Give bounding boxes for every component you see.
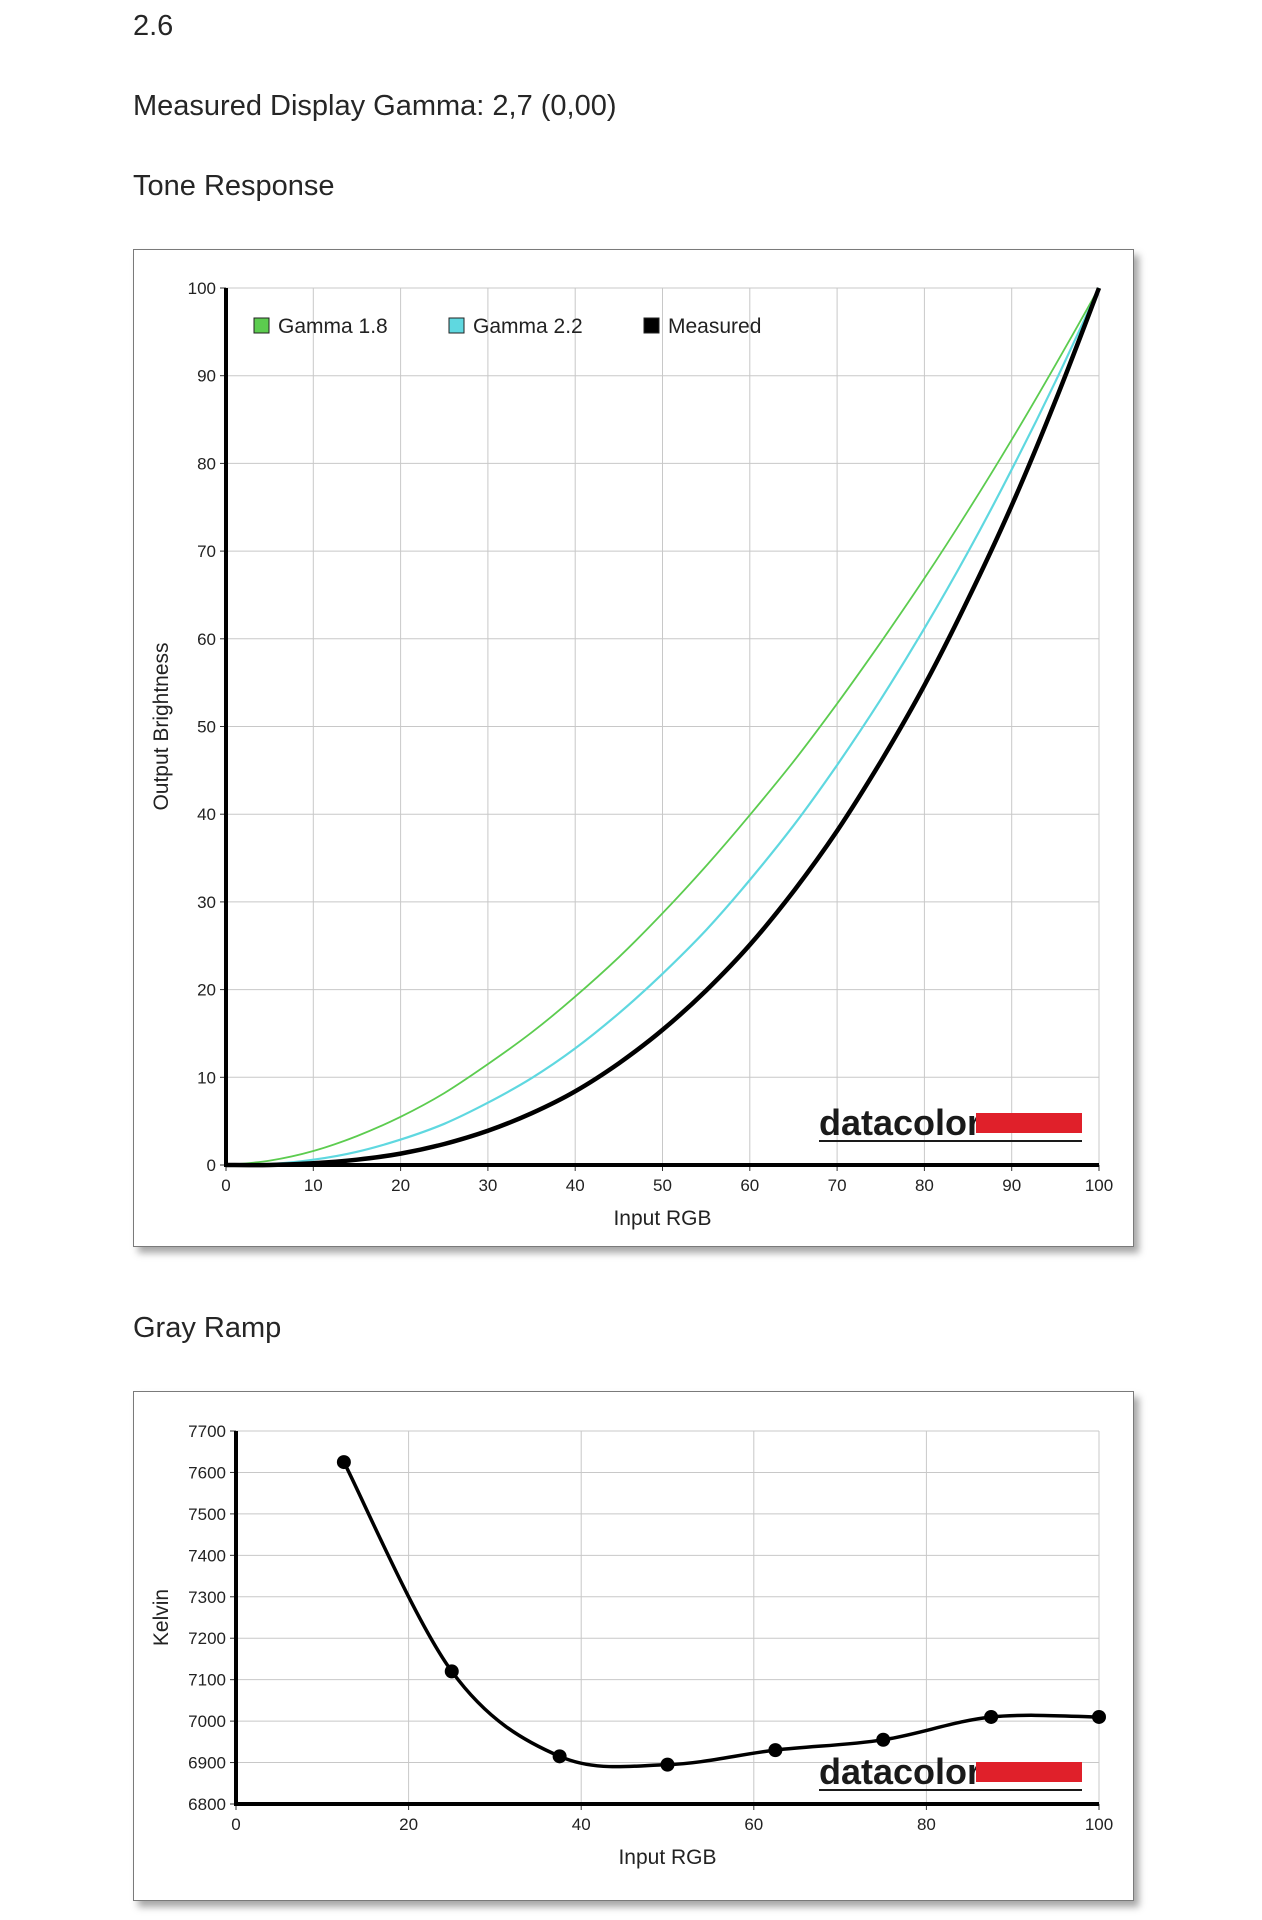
y-tick-label: 40 <box>197 805 216 824</box>
y-tick-label: 0 <box>207 1156 216 1175</box>
y-axis-title: Output Brightness <box>150 642 173 810</box>
data-point <box>552 1749 567 1764</box>
gray-ramp-plot: 0 20 40 60 80 100 6800 6900 7000 7100 7200 7300 7400… <box>150 1422 1113 1869</box>
y-tick-label: 7000 <box>188 1712 226 1731</box>
y-tick-label: 10 <box>197 1068 216 1087</box>
legend-swatch <box>448 317 465 334</box>
x-tick-label: 60 <box>740 1176 759 1195</box>
version-label: 2.6 <box>133 10 174 42</box>
y-tick-label: 7700 <box>188 1422 226 1441</box>
data-point <box>444 1664 459 1679</box>
data-point <box>768 1743 783 1758</box>
x-tick-label: 70 <box>828 1176 847 1195</box>
legend-swatch <box>253 317 270 334</box>
data-point <box>984 1709 999 1724</box>
y-tick-label: 7500 <box>188 1505 226 1524</box>
x-tick-label: 60 <box>744 1815 763 1834</box>
y-tick-label: 6800 <box>188 1795 226 1814</box>
y-tick-label: 7200 <box>188 1629 226 1648</box>
x-tick-label: 50 <box>653 1176 672 1195</box>
y-tick-label: 20 <box>197 981 216 1000</box>
x-tick-label: 30 <box>478 1176 497 1195</box>
x-tick-label: 20 <box>399 1815 418 1834</box>
x-tick-label: 40 <box>566 1176 585 1195</box>
gamma-1-8-line <box>225 287 1100 1166</box>
x-tick-label: 40 <box>572 1815 591 1834</box>
y-tick-label: 7600 <box>188 1463 226 1482</box>
gamma-2-2-line <box>225 287 1100 1167</box>
gray-ramp-chart: 0 20 40 60 80 100 6800 6900 7000 7100 7200 7300 7400… <box>133 1391 1134 1901</box>
data-point <box>336 1455 351 1470</box>
x-tick-label: 80 <box>917 1815 936 1834</box>
x-tick-label: 80 <box>915 1176 934 1195</box>
datacolor-logo-text: datacolor <box>819 1102 981 1143</box>
y-tick-label: 30 <box>197 893 216 912</box>
y-tick-label: 7100 <box>188 1671 226 1690</box>
x-axis-title: Input RGB <box>618 1846 716 1869</box>
legend-label: Gamma 2.2 <box>473 315 583 338</box>
y-tick-label: 7300 <box>188 1588 226 1607</box>
y-tick-label: 50 <box>197 718 216 737</box>
series-0-line <box>342 1461 1100 1769</box>
datacolor-logo-bar <box>976 1762 1082 1782</box>
y-tick-label: 80 <box>197 454 216 473</box>
x-tick-label: 0 <box>221 1176 230 1195</box>
y-tick-label: 70 <box>197 542 216 561</box>
measured-gamma-text: Measured Display Gamma: 2,7 (0,00) <box>133 90 617 122</box>
y-tick-label: 90 <box>197 367 216 386</box>
data-point <box>876 1732 891 1747</box>
datacolor-logo-bar <box>976 1113 1082 1133</box>
x-tick-label: 100 <box>1085 1815 1113 1834</box>
data-point <box>1092 1709 1106 1724</box>
x-tick-label: 100 <box>1085 1176 1113 1195</box>
x-tick-label: 90 <box>1002 1176 1021 1195</box>
tone-response-chart: 0 10 20 30 40 50 60 70 80 90 100 0 10 20 30 40 50 60 70 80 9… <box>133 249 1134 1247</box>
x-tick-label: 10 <box>304 1176 323 1195</box>
x-axis-title: Input RGB <box>613 1207 711 1230</box>
y-tick-label: 60 <box>197 630 216 649</box>
legend-swatch <box>643 317 660 334</box>
y-axis-title: Kelvin <box>150 1589 173 1646</box>
measured-line <box>225 287 1102 1168</box>
data-point <box>660 1757 675 1772</box>
y-tick-label: 7400 <box>188 1546 226 1565</box>
x-tick-label: 20 <box>391 1176 410 1195</box>
gray-ramp-title: Gray Ramp <box>133 1312 282 1344</box>
tone-response-plot: 0 10 20 30 40 50 60 70 80 90 100 0 10 20 30 40 50 60 70 80 9… <box>150 279 1113 1230</box>
legend-label: Gamma 1.8 <box>278 315 388 338</box>
legend-label: Measured <box>668 315 761 338</box>
y-tick-label: 100 <box>188 279 216 298</box>
tone-response-title: Tone Response <box>133 170 335 202</box>
x-tick-label: 0 <box>231 1815 240 1834</box>
datacolor-logo-text: datacolor <box>819 1751 981 1792</box>
y-tick-label: 6900 <box>188 1754 226 1773</box>
